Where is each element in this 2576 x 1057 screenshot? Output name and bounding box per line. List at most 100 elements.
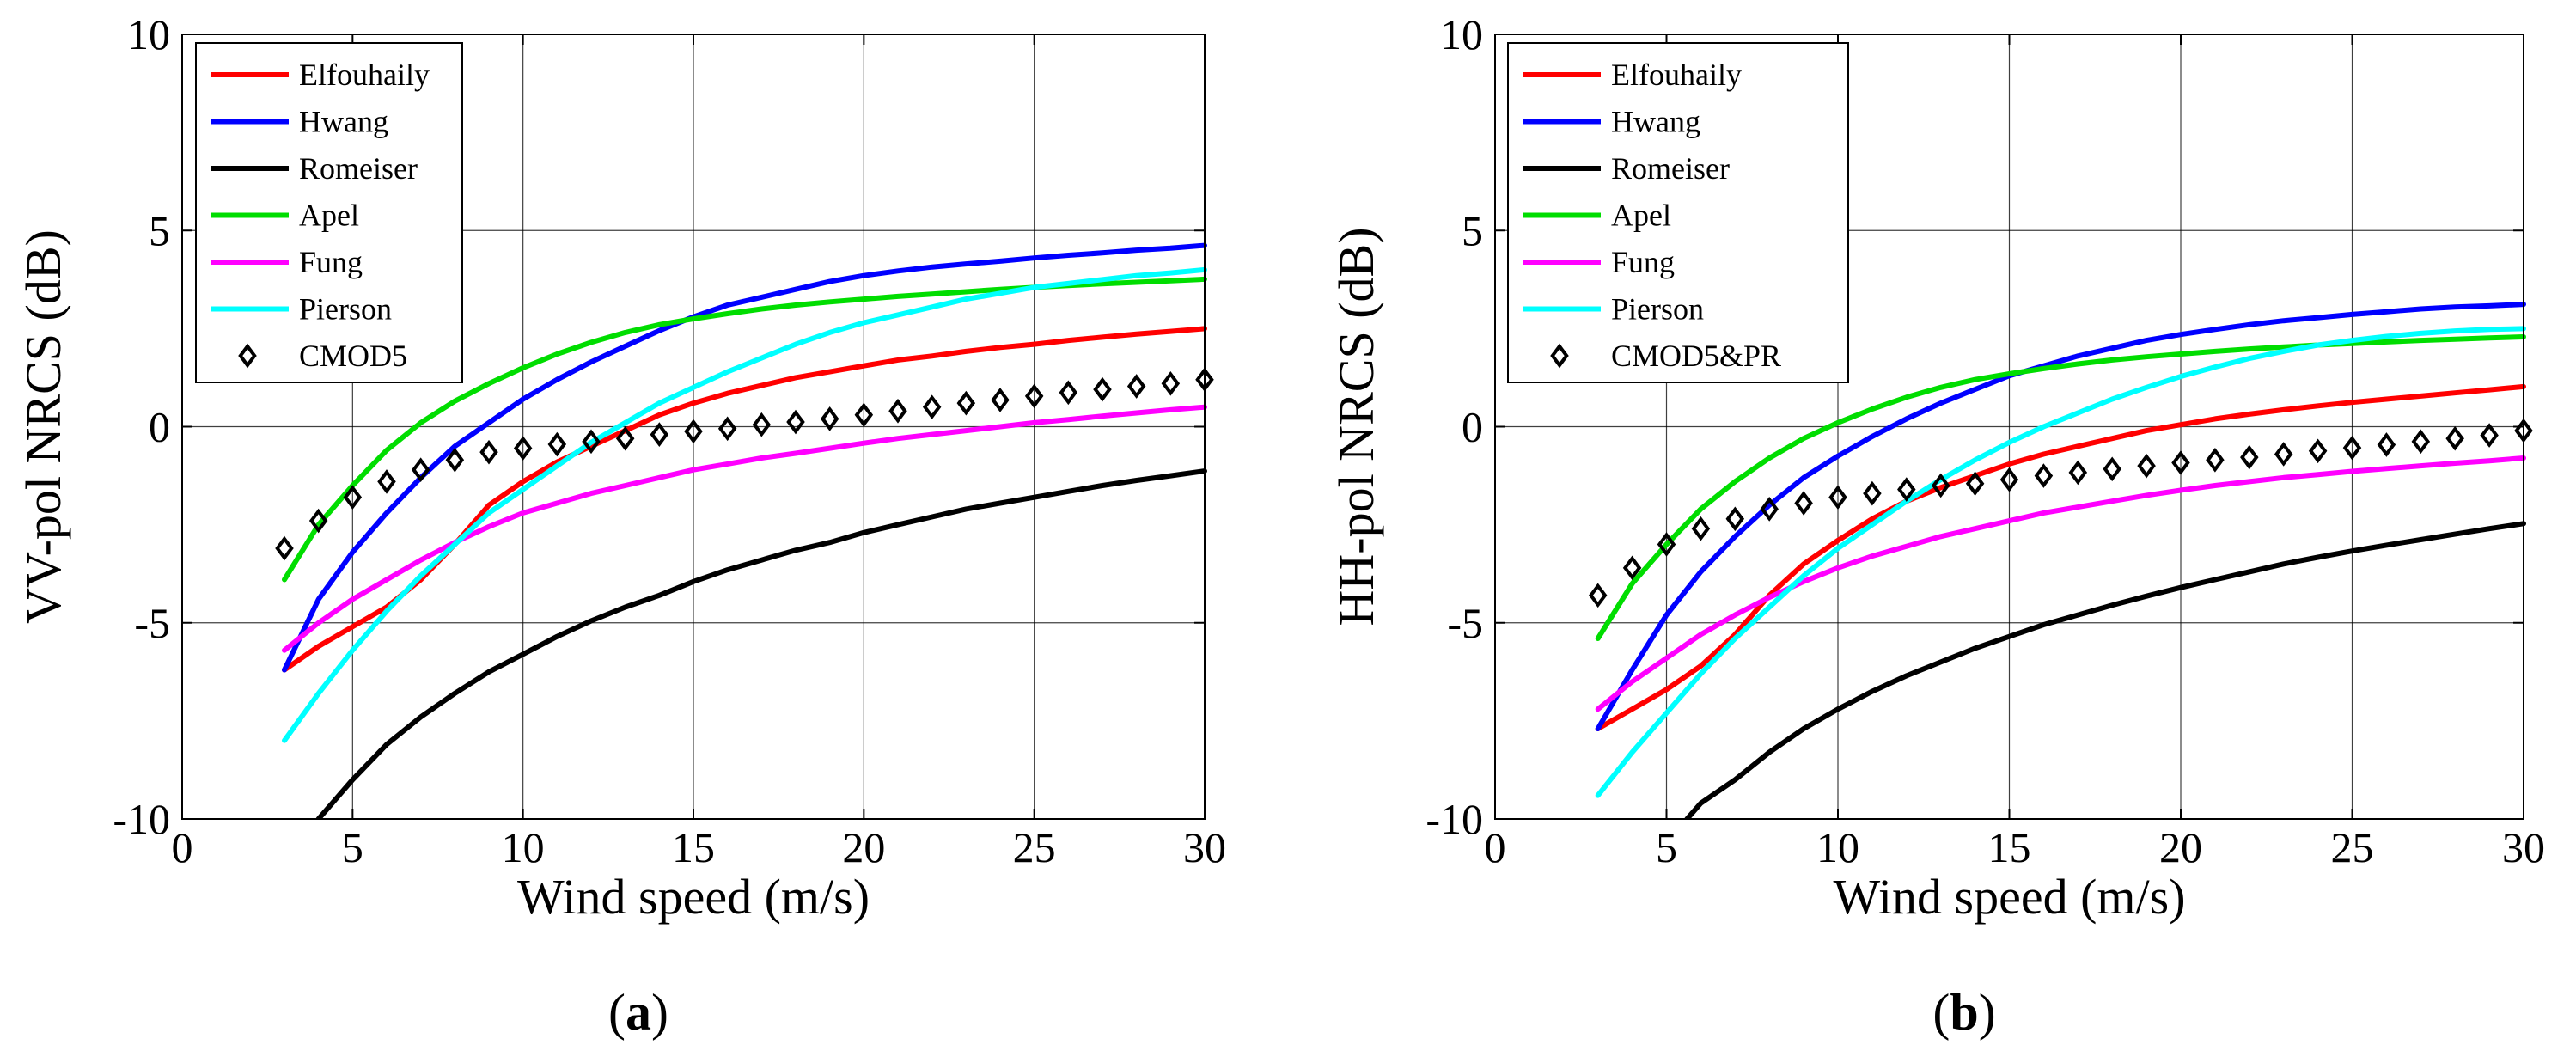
data-point-cmod5: [377, 469, 396, 494]
panel-label-close: ): [1979, 984, 1996, 1041]
y-tick-label: -5: [1447, 599, 1483, 647]
panel-label-open: (: [608, 984, 626, 1041]
series-group: [275, 242, 1214, 819]
data-point-cmod5: [1161, 370, 1181, 396]
data-point-cmod5-pr: [1931, 473, 1950, 498]
data-point-cmod5-pr: [2274, 442, 2293, 467]
data-point-cmod5: [445, 447, 465, 473]
panel-label-letter: b: [1950, 984, 1978, 1041]
data-point-cmod5-pr: [2342, 435, 2362, 461]
x-tick-label: 30: [1183, 823, 1226, 871]
data-point-cmod5-pr: [1897, 477, 1916, 502]
data-point-cmod5-pr: [1828, 485, 1847, 510]
data-point-cmod5-pr: [2034, 463, 2054, 488]
data-point-cmod5-pr: [2445, 425, 2464, 451]
x-axis-label: Wind speed (m/s): [1833, 869, 2185, 925]
data-point-cmod5: [1126, 374, 1146, 399]
panel-label-open: (: [1932, 984, 1950, 1041]
series-group: [1588, 302, 2533, 819]
legend-label-hwang: Hwang: [1611, 105, 1700, 139]
y-tick-label: 5: [149, 206, 170, 254]
panel-label: (b): [1932, 984, 1995, 1041]
y-tick-label: 5: [1462, 206, 1483, 254]
legend-marker-cmod5-pr: [1550, 343, 1569, 369]
y-tick-label: -5: [134, 599, 170, 647]
data-point-cmod5-pr: [2171, 450, 2190, 475]
data-point-cmod5: [582, 429, 601, 455]
data-point-cmod5: [956, 390, 976, 416]
y-axis-label: HH-pol NRCS (dB): [1328, 227, 1384, 626]
legend-label-fung: Fung: [1611, 245, 1675, 279]
data-point-cmod5-pr: [2411, 429, 2431, 455]
data-point-cmod5-pr: [1965, 471, 1985, 497]
data-point-cmod5-pr: [2308, 438, 2328, 464]
data-point-cmod5: [854, 402, 874, 428]
x-tick-label: 10: [1816, 823, 1859, 871]
data-point-cmod5-pr: [2240, 444, 2259, 470]
data-point-cmod5-pr: [1588, 583, 1608, 608]
x-axis-label: Wind speed (m/s): [517, 869, 870, 925]
legend-label-cmod5: CMOD5: [299, 339, 407, 373]
series-line-apel: [1595, 334, 2526, 641]
panel-label: (a): [608, 984, 668, 1041]
legend-label-apel: Apel: [1611, 199, 1671, 233]
legend-label-pierson: Pierson: [299, 292, 392, 327]
data-point-cmod5: [820, 406, 839, 431]
data-point-cmod5-pr: [2103, 456, 2121, 482]
series-line-romeiser: [315, 468, 1207, 819]
x-tick-label: 5: [342, 823, 363, 871]
data-point-cmod5: [888, 398, 907, 424]
y-tick-label: 0: [1462, 403, 1483, 451]
data-point-cmod5: [479, 439, 498, 465]
legend-label-romeiser: Romeiser: [1611, 151, 1730, 186]
data-point-cmod5-pr: [1794, 491, 1813, 516]
data-point-cmod5-pr: [2480, 423, 2499, 448]
y-tick-label: 0: [149, 403, 170, 451]
data-point-cmod5: [650, 422, 669, 447]
data-point-cmod5: [411, 457, 430, 483]
legend-label-cmod5-pr: CMOD5&PR: [1611, 339, 1781, 373]
x-tick-label: 30: [2502, 823, 2545, 871]
x-tick-label: 25: [2331, 823, 2374, 871]
legend-label-romeiser: Romeiser: [299, 151, 418, 186]
series-line-romeiser: [1684, 521, 2526, 819]
panel-label-close: ): [651, 984, 668, 1041]
x-tick-label: 0: [172, 823, 193, 871]
data-point-cmod5-pr: [1622, 555, 1642, 581]
series-line-fung: [1595, 455, 2526, 712]
legend-label-elfouhaily: Elfouhaily: [1611, 58, 1742, 92]
data-point-cmod5-pr: [1999, 467, 2019, 492]
data-point-cmod5: [1093, 376, 1112, 402]
x-tick-label: 15: [1988, 823, 2031, 871]
data-point-cmod5-pr: [2068, 460, 2088, 486]
data-point-cmod5-pr: [1691, 516, 1711, 541]
series-line-pierson: [282, 266, 1207, 743]
data-point-cmod5-pr: [1863, 480, 1882, 506]
x-tick-label: 10: [502, 823, 545, 871]
series-line-hwang: [1595, 302, 2526, 731]
data-point-cmod5: [684, 419, 703, 444]
data-point-cmod5: [615, 425, 635, 451]
series-line-elfouhaily: [1595, 383, 2526, 731]
legend: Elfouhaily Hwang Romeiser Apel Fung Pierson CM…: [195, 42, 463, 383]
legend: Elfouhaily Hwang Romeiser Apel Fung Pierson CM…: [1507, 42, 1849, 383]
data-point-cmod5: [547, 431, 567, 457]
x-tick-label: 20: [842, 823, 885, 871]
x-tick-label: 5: [1656, 823, 1677, 871]
legend-label-elfouhaily: Elfouhaily: [299, 58, 430, 92]
y-tick-label: -10: [1425, 795, 1483, 843]
data-point-cmod5: [275, 535, 294, 561]
data-point-cmod5-pr: [1657, 532, 1676, 557]
x-tick-label: 20: [2159, 823, 2202, 871]
data-point-cmod5: [922, 394, 942, 420]
data-point-cmod5: [786, 409, 805, 435]
x-tick-label: 0: [1485, 823, 1506, 871]
x-tick-label: 25: [1013, 823, 1056, 871]
data-point-cmod5: [1024, 383, 1044, 409]
y-axis-label: VV-pol NRCS (dB): [15, 229, 71, 624]
legend-label-fung: Fung: [299, 245, 363, 279]
data-point-cmod5-pr: [2137, 453, 2156, 479]
